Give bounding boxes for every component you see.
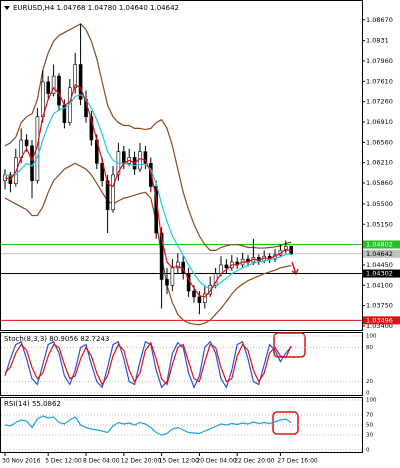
indicator-tick-label: 20 — [366, 379, 373, 385]
indicator-tick-label: 70 — [366, 413, 373, 419]
y-tick-label: 1.05500 — [366, 200, 393, 208]
candle-body — [203, 293, 207, 303]
indicator-tick-label: 100 — [366, 398, 377, 404]
annotation-box — [273, 332, 306, 358]
y-tick-label: 1.06910 — [366, 118, 393, 126]
chart-title: EURUSD,H4 1.04768 1.04780 1.04640 1.0464… — [13, 4, 179, 12]
x-tick-label: 15 Dec 12:00 — [159, 458, 200, 465]
candle-body — [138, 151, 142, 170]
indicator-tick-label: 100 — [366, 334, 377, 340]
candle-body — [105, 180, 110, 211]
level-label-box — [363, 269, 400, 278]
indicator-tick-label: 0 — [366, 391, 370, 397]
y-tick-label: 1.0831 — [366, 37, 389, 45]
candle-body — [57, 75, 61, 106]
indicator-tick-label: 80 — [366, 345, 373, 351]
y-tick-label: 1.06560 — [366, 138, 393, 146]
candle-body — [51, 75, 56, 94]
candle-body — [165, 279, 169, 286]
candle-body — [224, 264, 229, 269]
indicator-line — [4, 340, 292, 389]
candle-body — [24, 139, 29, 147]
x-tick-label: 20 Dec 04:00 — [196, 458, 237, 465]
candle-body — [100, 162, 104, 181]
candle-body — [197, 296, 202, 303]
candle-body — [73, 64, 77, 89]
x-tick-label: 12 Dec 20:00 — [121, 458, 162, 465]
level-label-box — [363, 249, 400, 258]
rsi-title: RSI(14) 55.0862 — [4, 400, 61, 408]
y-tick-label: 1.07960 — [366, 57, 393, 65]
y-tick-label: 1.07260 — [366, 98, 393, 106]
y-tick-label: 1.04100 — [366, 281, 393, 289]
candle-body — [122, 151, 126, 164]
candle-body — [89, 116, 94, 141]
level-label-box — [363, 240, 400, 249]
indicator-line — [4, 415, 292, 436]
level-label: 1.04802 — [366, 240, 393, 248]
y-tick-label: 1.03400 — [366, 322, 393, 330]
y-tick-label: 1.05150 — [366, 220, 393, 228]
x-tick-label: 22 Dec 20:00 — [234, 458, 275, 465]
candle-body — [78, 64, 83, 100]
stoch-title: Stoch(8,3,3) 80.9056 82.7243 — [4, 335, 109, 343]
y-tick-label: 1.08670 — [366, 16, 393, 24]
x-tick-label: 5 Dec 12:00 — [45, 458, 82, 465]
ma-fast — [4, 83, 292, 298]
candle-body — [46, 81, 51, 94]
y-tick-label: 1.03750 — [366, 302, 393, 310]
candle-body — [192, 290, 196, 298]
candle-body — [143, 151, 148, 164]
candle-body — [283, 246, 288, 251]
level-label: 1.04302 — [366, 270, 393, 278]
menu-arrow — [4, 6, 10, 10]
band-upper — [4, 23, 292, 252]
level-label: 1.03496 — [366, 316, 393, 324]
x-tick-label: 8 Dec 04:00 — [83, 458, 120, 465]
y-tick-label: 1.07610 — [366, 77, 393, 85]
candle-body — [176, 261, 180, 269]
rsi-frame — [0, 397, 363, 453]
indicator-tick-label: 30 — [366, 433, 373, 439]
band-lower — [4, 162, 292, 326]
stoch-frame — [0, 332, 363, 396]
indicator-tick-label: 50 — [366, 423, 373, 429]
y-tick-label: 1.05860 — [366, 179, 393, 187]
candle-body — [111, 174, 115, 211]
candle-body — [30, 145, 34, 181]
y-tick-label: 1.06210 — [366, 159, 393, 167]
x-tick-label: 30 Nov 2016 — [2, 458, 41, 465]
candle-body — [170, 267, 175, 286]
indicator-line — [4, 341, 292, 386]
candle-body — [159, 232, 164, 280]
y-tick-label: 1.04450 — [366, 261, 393, 269]
level-label-box — [363, 316, 400, 325]
indicator-tick-label: 0 — [366, 448, 370, 454]
level-label: 1.04642 — [366, 250, 393, 258]
x-tick-label: 27 Dec 16:00 — [277, 458, 318, 465]
main-frame — [0, 0, 363, 331]
